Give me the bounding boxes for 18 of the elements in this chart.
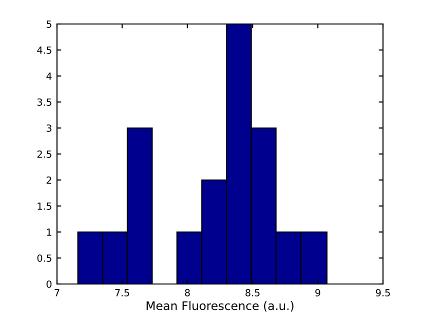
x-tick-label: 7.5 bbox=[115, 289, 130, 296]
x-tick-label: 8.5 bbox=[246, 289, 260, 296]
y-tick-label: 1 bbox=[47, 228, 52, 236]
x-tick-label: 7 bbox=[54, 289, 60, 296]
y-tick-label: 4 bbox=[46, 72, 52, 80]
y-tick-label: 0 bbox=[46, 280, 52, 288]
y-tick-label: 5 bbox=[46, 20, 52, 28]
y-tick-label: 0.5 bbox=[37, 254, 52, 262]
x-tick-label: 8 bbox=[184, 289, 190, 296]
y-tick-label: 3.5 bbox=[37, 98, 52, 106]
y-tick-label: 4.5 bbox=[37, 46, 52, 54]
y-tick-label: 3 bbox=[46, 124, 52, 132]
y-tick-label: 1.5 bbox=[38, 202, 52, 210]
x-tick-label: 9.5 bbox=[376, 289, 390, 296]
x-axis-title: Mean Fluorescence (a.u.) bbox=[146, 301, 294, 312]
x-tick-label: 9 bbox=[315, 289, 320, 296]
y-tick-label: 2 bbox=[46, 176, 52, 184]
y-tick-label: 2.5 bbox=[37, 150, 52, 158]
